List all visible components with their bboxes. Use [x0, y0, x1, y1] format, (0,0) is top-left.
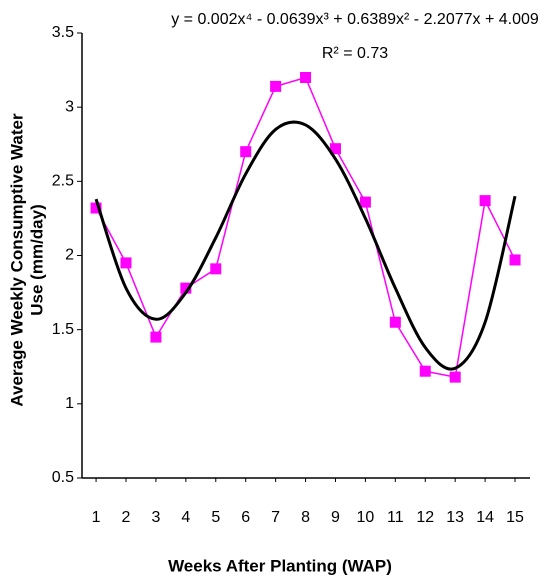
- x-axis-title: Weeks After Planting (WAP): [168, 556, 392, 575]
- y-tick-label: 3.5: [52, 24, 74, 41]
- x-tick-label: 10: [357, 509, 375, 526]
- x-tick-label: 3: [151, 509, 160, 526]
- x-tick-label: 6: [241, 509, 250, 526]
- marker: [479, 195, 491, 207]
- marker: [240, 146, 252, 158]
- y-tick-label: 1: [65, 395, 74, 412]
- trendline: [94, 120, 517, 371]
- equation: y = 0.002x⁴ - 0.0639x³ + 0.6389x² - 2.20…: [171, 11, 539, 28]
- y-tick-label: 2: [65, 247, 74, 264]
- y-tick-label: 2.5: [52, 173, 74, 190]
- x-tick-label: 13: [446, 509, 464, 526]
- marker: [300, 72, 312, 83]
- x-tick-label: 5: [211, 509, 220, 526]
- y-tick-label: 1.5: [52, 321, 74, 338]
- x-tick-label: 7: [271, 509, 280, 526]
- marker: [120, 257, 132, 269]
- x-tick-label: 8: [301, 509, 310, 526]
- marker: [270, 80, 282, 92]
- marker: [419, 365, 431, 377]
- x-tick-label: 15: [506, 509, 524, 526]
- marker: [150, 331, 162, 343]
- y-tick-label: 0.5: [52, 469, 74, 486]
- marker: [210, 263, 222, 275]
- marker: [389, 316, 401, 328]
- marker: [180, 282, 192, 294]
- x-tick-label: 4: [181, 509, 190, 526]
- r-squared: R² = 0.73: [322, 45, 388, 62]
- y-tick-label: 3: [65, 98, 74, 115]
- x-tick-label: 2: [122, 509, 131, 526]
- marker: [359, 196, 371, 208]
- x-tick-label: 11: [387, 509, 404, 526]
- x-tick-label: 1: [92, 509, 101, 526]
- marker: [90, 202, 102, 214]
- y-axis-title: Average Weekly Consumptive Water: [7, 113, 26, 407]
- marker: [509, 254, 521, 266]
- marker: [329, 143, 341, 155]
- marker: [449, 371, 461, 383]
- x-tick-label: 12: [416, 509, 434, 526]
- x-tick-label: 9: [331, 509, 340, 526]
- y-axis-title: Use (mm/day): [27, 204, 46, 315]
- x-tick-label: 14: [476, 509, 494, 526]
